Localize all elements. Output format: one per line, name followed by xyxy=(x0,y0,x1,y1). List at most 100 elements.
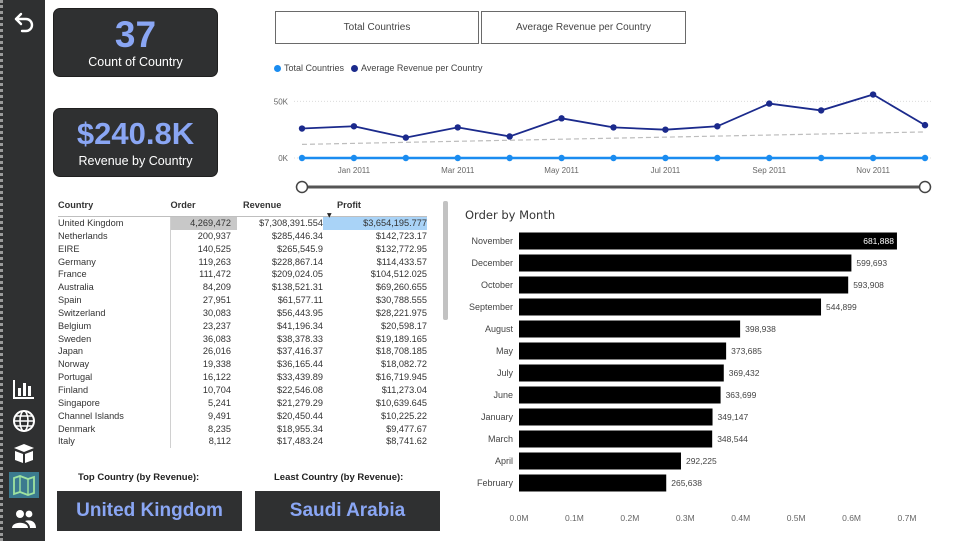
series-point[interactable] xyxy=(662,154,669,162)
users-icon[interactable] xyxy=(9,506,39,532)
bar[interactable] xyxy=(519,276,849,294)
cell-country: Germany xyxy=(58,256,96,267)
table-row[interactable]: Denmark 8,235 $18,955.34 $9,477.67 xyxy=(58,422,427,436)
series-point[interactable] xyxy=(454,124,461,131)
table-scrollbar[interactable] xyxy=(443,201,448,320)
box-icon[interactable] xyxy=(9,440,39,466)
bar-chart-icon[interactable] xyxy=(9,376,39,402)
cell-profit: $8,741.62 xyxy=(386,436,427,447)
series-point[interactable] xyxy=(714,154,721,162)
bar-value-label: 681,888 xyxy=(863,236,894,246)
table-row[interactable]: Channel Islands 9,491 $20,450.44 $10,225.22 xyxy=(58,409,427,423)
table-row[interactable]: United Kingdom 4,269,472 $7,308,391.554 $3,… xyxy=(58,216,427,230)
trend-line xyxy=(301,131,926,145)
table-row[interactable]: Belgium 23,237 $41,196.34 $20,598.17 xyxy=(58,319,427,333)
cell-profit: $3,654,195.777 xyxy=(323,216,427,230)
series-point[interactable] xyxy=(454,154,461,162)
bar[interactable] xyxy=(519,408,713,426)
series-point[interactable] xyxy=(921,154,929,162)
table-row[interactable]: Singapore 5,241 $21,279.29 $10,639.645 xyxy=(58,396,427,410)
tab-total-countries[interactable]: Total Countries xyxy=(275,11,479,44)
cell-order: 26,016 xyxy=(170,345,237,359)
cell-country: Switzerland xyxy=(58,307,106,318)
table-row[interactable]: Netherlands 200,937 $285,446.34 $142,723.17 xyxy=(58,229,427,243)
col-profit[interactable]: Profit xyxy=(323,199,427,217)
bar-category-label: August xyxy=(485,324,514,334)
series-point[interactable] xyxy=(558,154,565,162)
sort-desc-icon[interactable]: ▼ xyxy=(327,212,332,219)
bar[interactable] xyxy=(519,232,897,250)
x-tick-label: Mar 2011 xyxy=(441,166,475,175)
cell-order: 9,491 xyxy=(170,409,237,423)
series-point[interactable] xyxy=(506,133,513,140)
bar[interactable] xyxy=(519,320,741,338)
series-point[interactable] xyxy=(766,100,773,107)
x-tick-label: 0.0M xyxy=(510,513,529,523)
table-row[interactable]: Germany 119,263 $228,867.14 $114,433.57 xyxy=(58,255,427,269)
map-icon[interactable] xyxy=(9,472,39,498)
table-row[interactable]: Japan 26,016 $37,416.37 $18,708.185 xyxy=(58,345,427,359)
col-country[interactable]: Country xyxy=(58,199,171,217)
bar[interactable] xyxy=(519,474,667,492)
tab-average-revenue[interactable]: Average Revenue per Country xyxy=(481,11,686,44)
cell-order: 84,209 xyxy=(170,281,237,295)
series-point[interactable] xyxy=(817,107,825,114)
bar[interactable] xyxy=(519,254,852,272)
bar-category-label: November xyxy=(471,236,513,246)
bar[interactable] xyxy=(519,386,721,404)
range-slider-start-handle[interactable] xyxy=(295,180,309,194)
cell-profit: $114,433.57 xyxy=(376,256,427,267)
count-kpi-card: 37 Count of Country xyxy=(53,8,218,77)
series-point[interactable] xyxy=(921,121,929,129)
range-slider-end-handle[interactable] xyxy=(918,180,932,194)
col-order[interactable]: Order xyxy=(170,199,237,217)
series-point[interactable] xyxy=(869,91,877,98)
back-arrow-icon[interactable] xyxy=(9,8,39,34)
globe-icon[interactable] xyxy=(9,408,39,434)
cell-profit: $19,189.165 xyxy=(375,333,427,344)
table-row[interactable]: France 111,472 $209,024.05 $104,512.025 xyxy=(58,268,427,282)
series-point[interactable] xyxy=(714,123,721,130)
series-point[interactable] xyxy=(350,154,358,162)
table-row[interactable]: Finland 10,704 $22,546.08 $11,273.04 xyxy=(58,383,427,397)
series-point[interactable] xyxy=(869,154,877,162)
bar[interactable] xyxy=(519,430,713,448)
bar[interactable] xyxy=(519,452,681,470)
cell-revenue: $138,521.31 xyxy=(271,282,323,293)
series-point[interactable] xyxy=(298,125,306,132)
table-row[interactable]: Spain 27,951 $61,577.11 $30,788.555 xyxy=(58,294,427,307)
col-revenue[interactable]: Revenue xyxy=(237,199,323,217)
series-point[interactable] xyxy=(766,154,773,162)
table-row[interactable]: Italy 8,112 $17,483.24 $8,741.62 xyxy=(58,435,427,449)
series-point[interactable] xyxy=(402,154,410,162)
table-row[interactable]: Switzerland 30,083 $56,443.95 $28,221.975 xyxy=(58,306,427,320)
series-point[interactable] xyxy=(402,134,410,141)
cell-revenue: $209,024.05 xyxy=(271,269,323,280)
y-tick-label: 50K xyxy=(274,97,289,106)
line-chart: 50K 0K Jan 2011 Mar 2011 May 2011 Jul 2011 Sep… xyxy=(274,91,933,194)
cell-country: Channel Islands xyxy=(58,410,124,421)
table-row[interactable]: Portugal 16,122 $33,439.89 $16,719.945 xyxy=(58,371,427,384)
series-point[interactable] xyxy=(610,154,617,162)
table-row[interactable]: EIRE 140,525 $265,545.9 $132,772.95 xyxy=(58,242,427,256)
bar[interactable] xyxy=(519,342,727,360)
bar[interactable] xyxy=(519,364,724,382)
top-country-value: United Kingdom xyxy=(57,491,242,531)
cell-revenue: $56,443.95 xyxy=(277,307,323,318)
series-point[interactable] xyxy=(817,154,825,162)
table-row[interactable]: Sweden 36,083 $38,378.33 $19,189.165 xyxy=(58,332,427,346)
series-point[interactable] xyxy=(558,115,565,122)
series-point[interactable] xyxy=(662,126,669,133)
series-point[interactable] xyxy=(350,123,358,130)
series-point[interactable] xyxy=(298,154,306,162)
table-row[interactable]: Norway 19,338 $36,165.44 $18,082.72 xyxy=(58,358,427,372)
cell-country: Sweden xyxy=(58,333,92,344)
count-kpi-value: 37 xyxy=(114,14,157,55)
series-point[interactable] xyxy=(506,154,513,162)
revenue-kpi-value: $240.8K xyxy=(76,116,195,151)
bar[interactable] xyxy=(519,298,822,316)
series-point[interactable] xyxy=(610,124,617,131)
cell-order: 23,237 xyxy=(170,319,237,333)
table-row[interactable]: Australia 84,209 $138,521.31 $69,260.655 xyxy=(58,281,427,295)
cell-profit: $142,723.17 xyxy=(375,230,427,241)
